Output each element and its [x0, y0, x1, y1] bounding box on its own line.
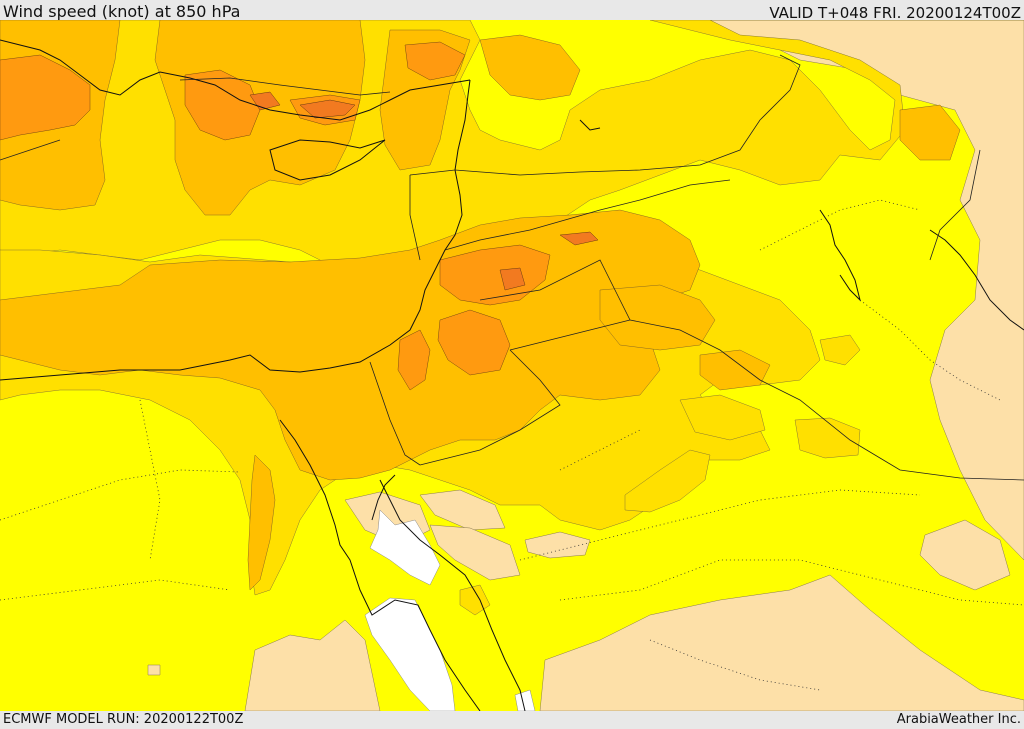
valid-time: VALID T+048 FRI. 20200124T00Z: [769, 4, 1021, 22]
credit: ArabiaWeather Inc.: [896, 712, 1021, 727]
wind-map-svg: [0, 20, 1024, 711]
footer-bar: ECMWF MODEL RUN: 20200122T00Z ArabiaWeat…: [0, 711, 1024, 729]
orange-areas: [0, 41, 551, 391]
model-run: ECMWF MODEL RUN: 20200122T00Z: [3, 712, 244, 727]
borders: [0, 54, 1024, 481]
header-bar: Wind speed (knot) at 850 hPa VALID T+048…: [0, 0, 1024, 22]
internal-boundaries: [0, 199, 1024, 691]
peak-areas: [249, 91, 599, 291]
wind-map[interactable]: [0, 20, 1024, 711]
map-title: Wind speed (knot) at 850 hPa: [3, 2, 241, 21]
coastlines: [0, 39, 1024, 711]
